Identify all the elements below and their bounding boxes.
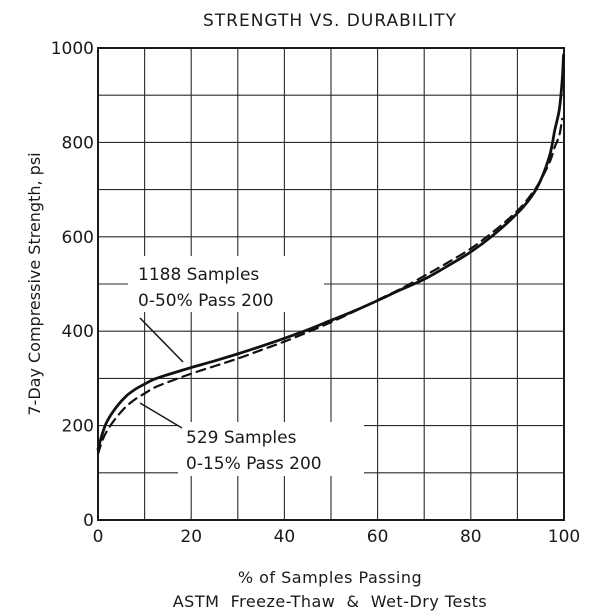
annotation-1188-line1: 1188 Samples xyxy=(138,265,259,285)
x-tick-label: 80 xyxy=(460,527,482,547)
y-tick-label: 200 xyxy=(62,417,94,437)
annotation-1188-line2: 0-50% Pass 200 xyxy=(138,291,274,311)
annotation-529-samples: 529 Samples 0-15% Pass 200 xyxy=(139,402,364,476)
series-line-1188-samples xyxy=(96,53,565,451)
series-group xyxy=(96,53,565,456)
plot-frame xyxy=(97,47,565,521)
y-tick-label: 600 xyxy=(62,228,94,248)
chart-title: STRENGTH VS. DURABILITY xyxy=(203,11,457,31)
y-tick-label: 400 xyxy=(62,322,94,342)
annotation-529-line1: 529 Samples xyxy=(186,428,297,448)
y-tick-label: 1000 xyxy=(51,39,94,59)
annotation-529-line2: 0-15% Pass 200 xyxy=(186,454,322,474)
y-axis-label: 7-Day Compressive Strength, psi xyxy=(25,152,44,415)
annotation-1188-samples: 1188 Samples 0-50% Pass 200 xyxy=(128,256,324,363)
x-tick-label: 60 xyxy=(367,527,389,547)
x-tick-label: 100 xyxy=(548,527,580,547)
y-tick-label: 800 xyxy=(62,133,94,153)
x-axis-label-secondary: ASTM Freeze-Thaw & Wet-Dry Tests xyxy=(173,592,488,611)
x-axis-label: % of Samples Passing xyxy=(238,568,422,587)
x-tick-label: 40 xyxy=(274,527,296,547)
annotation-1188-leader xyxy=(139,317,184,363)
y-tick-label: 0 xyxy=(83,511,94,531)
annotation-529-leader xyxy=(139,402,183,429)
x-tick-label: 20 xyxy=(180,527,202,547)
x-tick-label: 0 xyxy=(93,527,104,547)
series-line-529-samples xyxy=(96,117,564,456)
